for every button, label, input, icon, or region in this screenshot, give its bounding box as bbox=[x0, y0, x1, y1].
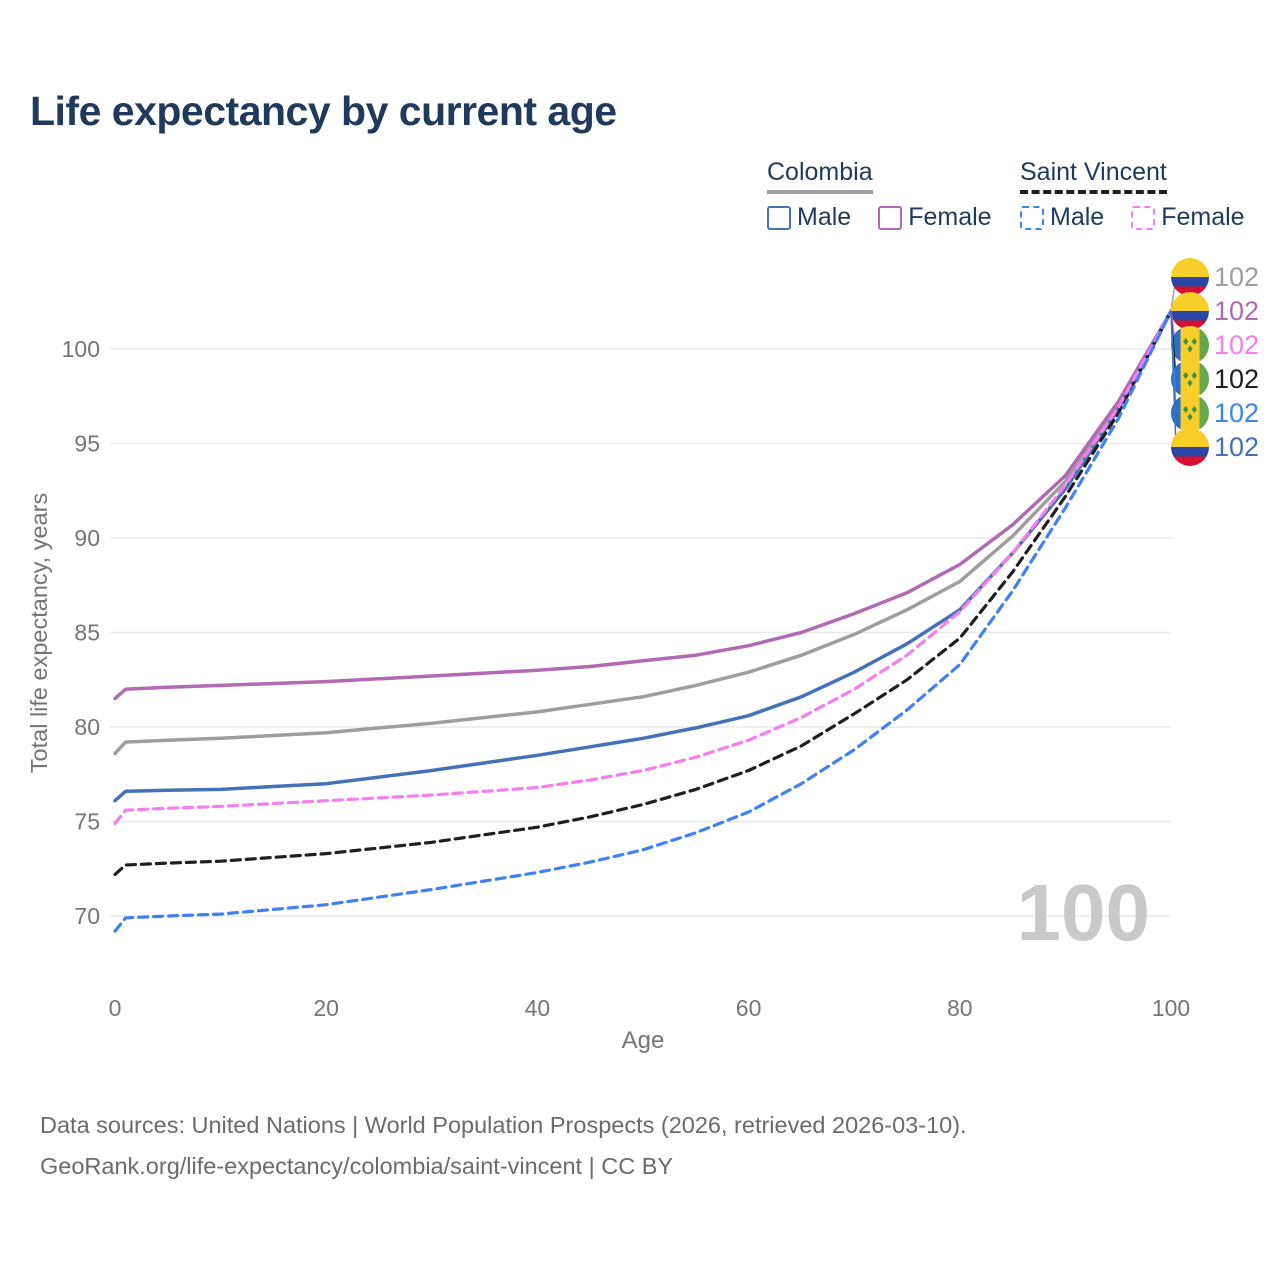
end-value-label: 102 bbox=[1214, 398, 1259, 428]
legend-item-colombia-female[interactable]: Female bbox=[878, 203, 992, 232]
y-tick-label-80: 80 bbox=[74, 714, 100, 740]
saint-vincent-male-swatch-icon bbox=[1020, 205, 1044, 230]
legend-label-colombia-male: Male bbox=[797, 203, 852, 231]
page-title: Life expectancy by current age bbox=[30, 88, 617, 134]
colombia-flag-icon bbox=[1171, 428, 1209, 466]
saint-vincent-flag-icon bbox=[1171, 360, 1209, 398]
y-tick-label-90: 90 bbox=[74, 525, 100, 551]
end-value-label: 102 bbox=[1214, 364, 1259, 394]
footer: Data sources: United Nations | World Pop… bbox=[40, 1105, 967, 1187]
saint-vincent-flag-icon bbox=[1171, 326, 1209, 364]
x-tick-label-60: 60 bbox=[736, 995, 762, 1021]
end-value-label: 102 bbox=[1214, 262, 1259, 292]
legend-country-saint-vincent[interactable]: Saint Vincent bbox=[1020, 158, 1167, 194]
legend-country-colombia[interactable]: Colombia bbox=[767, 158, 873, 194]
legend-item-saint-vincent-male[interactable]: Male bbox=[1020, 203, 1104, 232]
x-tick-label-40: 40 bbox=[525, 995, 551, 1021]
y-tick-label-95: 95 bbox=[74, 431, 100, 457]
end-value-label: 102 bbox=[1214, 296, 1259, 326]
footer-data-sources: Data sources: United Nations | World Pop… bbox=[40, 1112, 967, 1138]
legend-group-saint-vincent: Saint Vincent Male Female bbox=[1020, 158, 1245, 232]
saint-vincent-flag-icon bbox=[1171, 394, 1209, 432]
colombia-flag-icon bbox=[1171, 258, 1209, 296]
series-line-saint-vincent-both-sexes[interactable] bbox=[113, 309, 1173, 877]
series-line-saint-vincent-female[interactable] bbox=[113, 309, 1173, 826]
end-value-label: 102 bbox=[1214, 330, 1259, 360]
x-tick-label-80: 80 bbox=[947, 995, 973, 1021]
colombia-female-swatch-icon bbox=[878, 205, 903, 230]
x-tick-label-20: 20 bbox=[313, 995, 339, 1021]
footer-attribution: GeoRank.org/life-expectancy/colombia/sai… bbox=[40, 1153, 674, 1179]
age-counter-watermark: 100 bbox=[1017, 868, 1150, 957]
x-axis-title: Age bbox=[622, 1027, 665, 1054]
legend-label-saint-vincent-male: Male bbox=[1050, 203, 1105, 231]
legend-group-colombia: Colombia Male Female bbox=[767, 158, 992, 232]
y-tick-label-75: 75 bbox=[74, 809, 100, 835]
legend: Colombia Male Female Saint Vincent Male bbox=[0, 158, 1280, 243]
end-value-label: 102 bbox=[1214, 432, 1259, 462]
legend-items-saint-vincent: Male Female bbox=[1020, 203, 1245, 232]
colombia-male-swatch-icon bbox=[767, 205, 791, 230]
x-tick-label-100: 100 bbox=[1152, 995, 1190, 1021]
series-line-colombia-both-sexes[interactable] bbox=[113, 309, 1173, 756]
legend-item-saint-vincent-female[interactable]: Female bbox=[1131, 203, 1245, 232]
colombia-flag-icon bbox=[1171, 292, 1209, 330]
series-line-colombia-female[interactable] bbox=[113, 309, 1173, 701]
series-line-saint-vincent-male[interactable] bbox=[113, 309, 1173, 933]
y-tick-label-85: 85 bbox=[74, 620, 100, 646]
legend-label-colombia-female: Female bbox=[908, 203, 992, 231]
y-tick-label-100: 100 bbox=[62, 336, 100, 362]
legend-items-colombia: Male Female bbox=[767, 203, 992, 232]
y-axis-title: Total life expectancy, years bbox=[26, 493, 52, 773]
y-tick-label-70: 70 bbox=[74, 903, 100, 929]
legend-label-saint-vincent-female: Female bbox=[1161, 203, 1245, 231]
legend-item-colombia-male[interactable]: Male bbox=[767, 203, 851, 232]
saint-vincent-female-swatch-icon bbox=[1131, 205, 1156, 230]
x-tick-label-0: 0 bbox=[109, 995, 122, 1021]
